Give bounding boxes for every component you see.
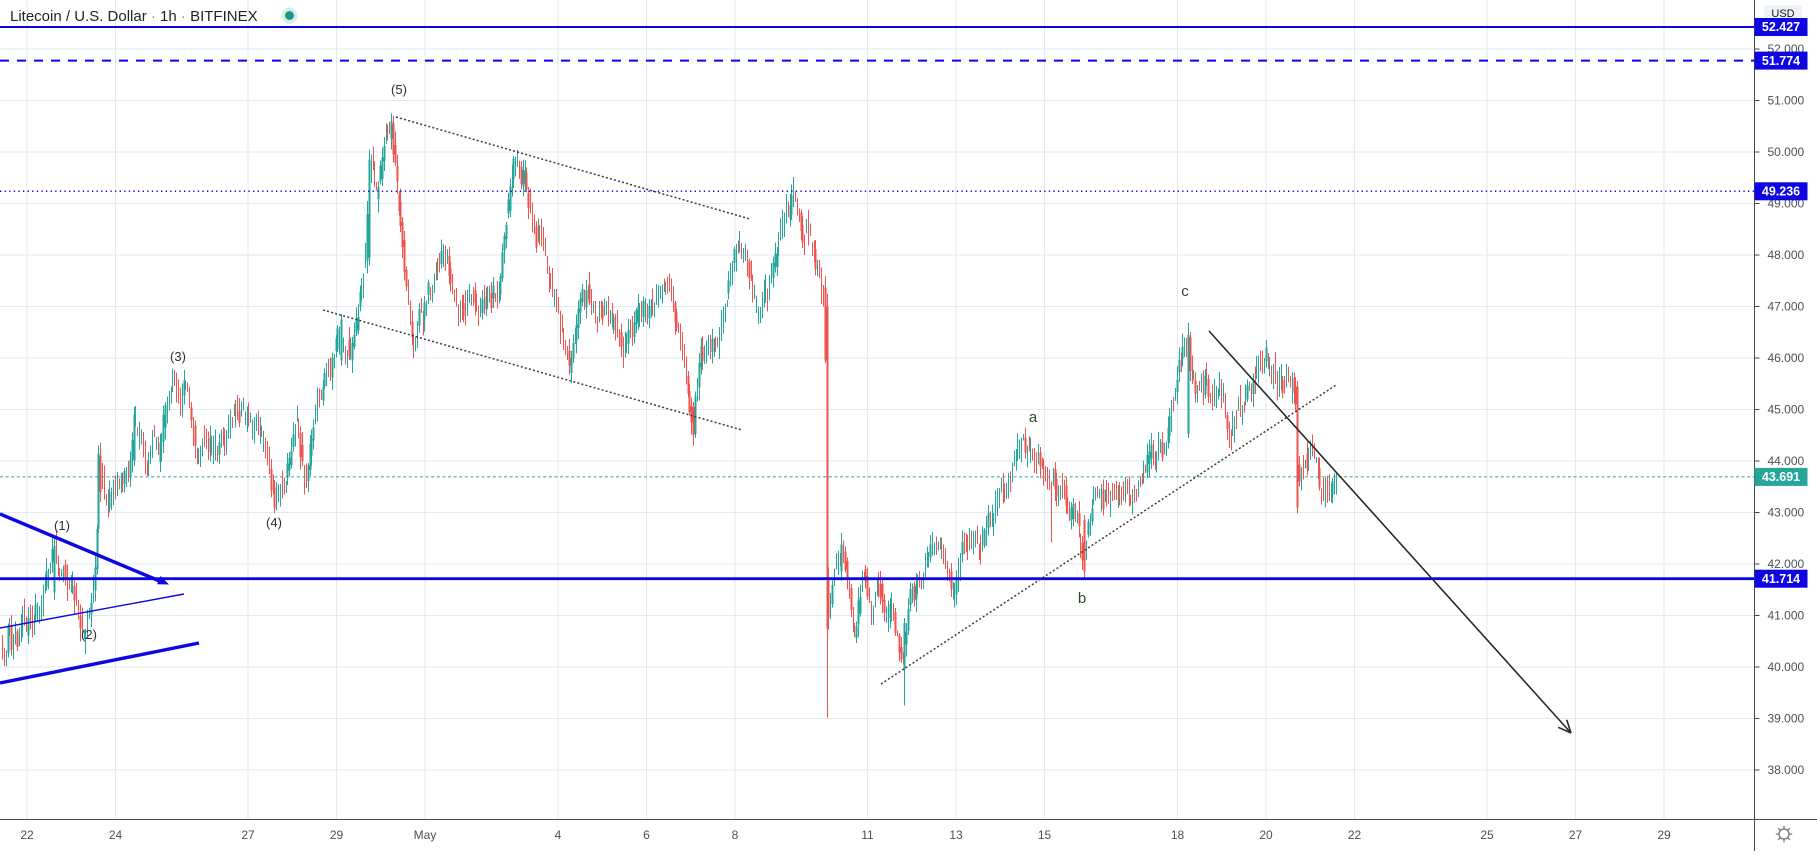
svg-text:40.000: 40.000 bbox=[1768, 660, 1805, 674]
svg-text:41.000: 41.000 bbox=[1768, 609, 1805, 623]
svg-text:49.236: 49.236 bbox=[1762, 185, 1800, 199]
svg-text:May: May bbox=[414, 828, 437, 842]
svg-text:51.000: 51.000 bbox=[1768, 94, 1805, 108]
svg-text:20: 20 bbox=[1259, 828, 1273, 842]
svg-text:25: 25 bbox=[1480, 828, 1494, 842]
svg-text:44.000: 44.000 bbox=[1768, 454, 1805, 468]
svg-text:29: 29 bbox=[1657, 828, 1671, 842]
svg-text:43.691: 43.691 bbox=[1762, 470, 1800, 484]
svg-text:6: 6 bbox=[643, 828, 650, 842]
svg-text:24: 24 bbox=[109, 828, 123, 842]
svg-text:29: 29 bbox=[330, 828, 344, 842]
svg-text:39.000: 39.000 bbox=[1768, 712, 1805, 726]
svg-text:(5): (5) bbox=[391, 82, 407, 97]
svg-text:(1): (1) bbox=[54, 518, 70, 533]
svg-text:38.000: 38.000 bbox=[1768, 763, 1805, 777]
svg-text:22: 22 bbox=[20, 828, 34, 842]
svg-text:22: 22 bbox=[1348, 828, 1362, 842]
svg-text:(2): (2) bbox=[81, 627, 97, 642]
svg-text:a: a bbox=[1029, 409, 1038, 426]
svg-text:18: 18 bbox=[1171, 828, 1185, 842]
svg-text:(4): (4) bbox=[266, 515, 282, 530]
svg-text:42.000: 42.000 bbox=[1768, 557, 1805, 571]
svg-text:13: 13 bbox=[949, 828, 963, 842]
svg-text:8: 8 bbox=[732, 828, 739, 842]
svg-text:50.000: 50.000 bbox=[1768, 145, 1805, 159]
svg-text:11: 11 bbox=[861, 828, 874, 842]
svg-text:45.000: 45.000 bbox=[1768, 403, 1805, 417]
svg-text:48.000: 48.000 bbox=[1768, 248, 1805, 262]
svg-text:b: b bbox=[1078, 590, 1086, 607]
svg-text:47.000: 47.000 bbox=[1768, 300, 1805, 314]
svg-text:41.714: 41.714 bbox=[1762, 572, 1800, 586]
svg-text:46.000: 46.000 bbox=[1768, 351, 1805, 365]
svg-text:Litecoin / U.S. Dollar · 1h ·: Litecoin / U.S. Dollar · 1h · BITFINEX bbox=[10, 8, 258, 25]
svg-text:15: 15 bbox=[1038, 828, 1052, 842]
svg-text:52.427: 52.427 bbox=[1762, 20, 1800, 34]
svg-text:4: 4 bbox=[555, 828, 562, 842]
svg-text:c: c bbox=[1181, 283, 1189, 300]
svg-text:27: 27 bbox=[241, 828, 255, 842]
svg-text:27: 27 bbox=[1569, 828, 1583, 842]
svg-text:(3): (3) bbox=[170, 349, 186, 364]
svg-text:51.774: 51.774 bbox=[1762, 54, 1800, 68]
svg-text:43.000: 43.000 bbox=[1768, 506, 1805, 520]
